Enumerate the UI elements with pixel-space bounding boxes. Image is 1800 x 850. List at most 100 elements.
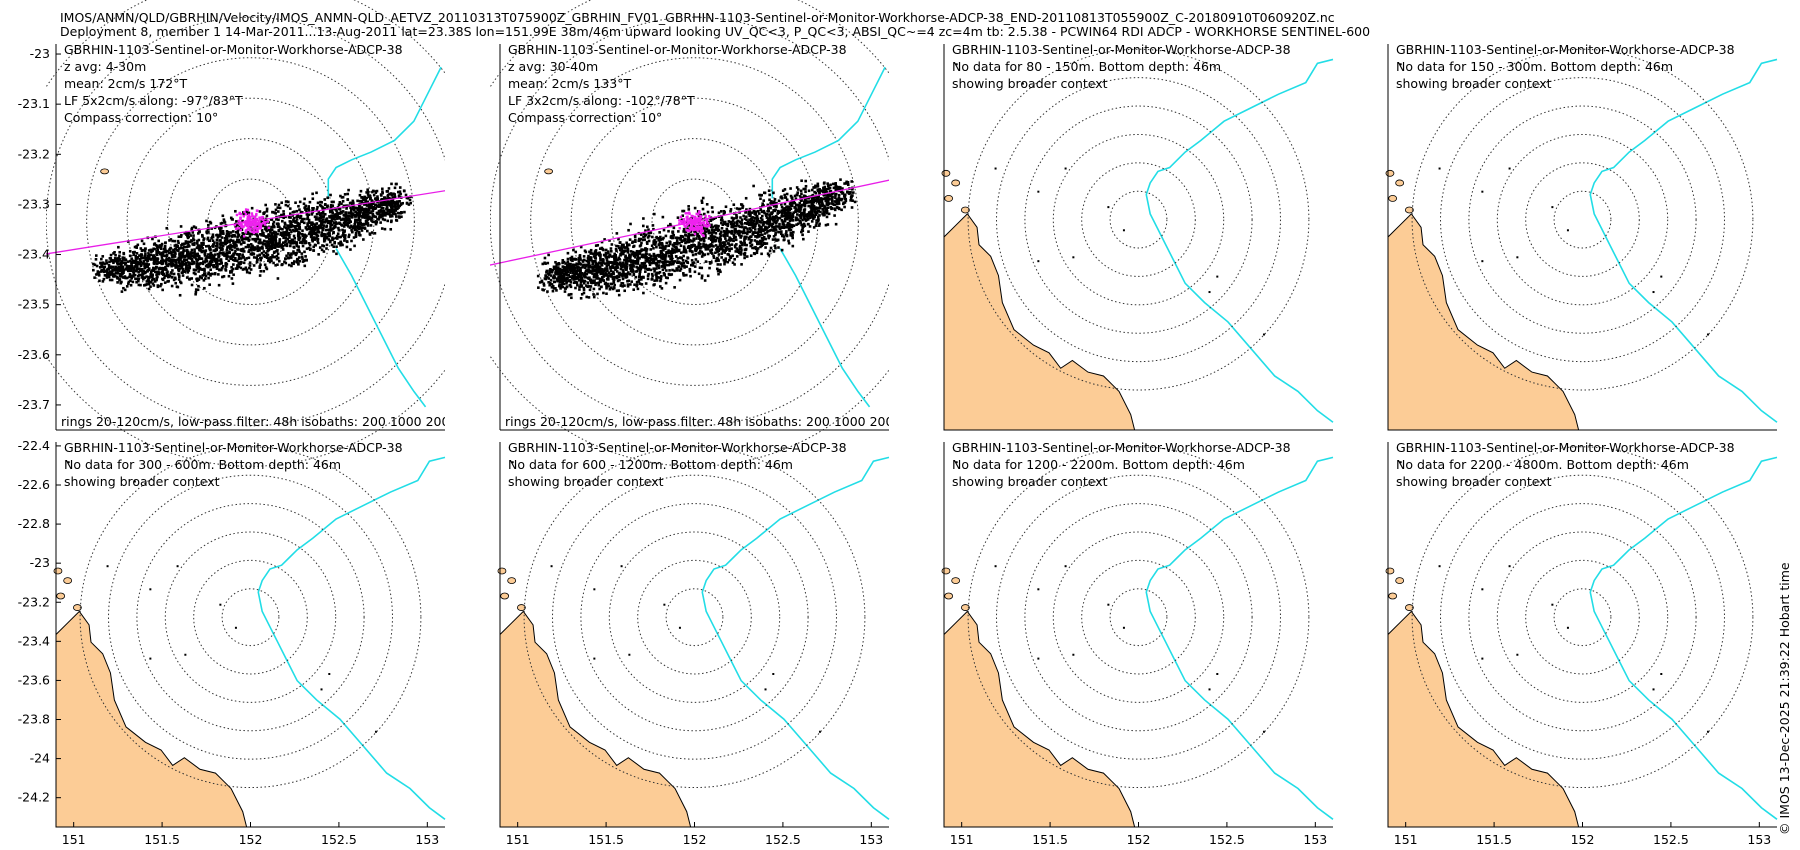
scatter-point <box>748 211 751 215</box>
scatter-point <box>741 204 745 208</box>
scatter-point <box>323 236 327 240</box>
scatter-point <box>580 272 584 275</box>
scatter-point <box>130 260 134 264</box>
scatter-point <box>755 251 759 255</box>
scatter-point <box>224 268 227 271</box>
scatter-point <box>336 211 339 215</box>
scatter-point <box>343 193 347 196</box>
scatter-point <box>311 226 315 229</box>
scatter-point <box>219 244 222 247</box>
scatter-point <box>619 267 623 271</box>
scatter-point <box>633 234 637 237</box>
scatter-point <box>178 293 182 297</box>
scatter-point <box>783 188 787 191</box>
scatter-point <box>614 268 617 271</box>
scatter-point <box>203 267 206 271</box>
scatter-point <box>203 286 206 290</box>
scatter-point <box>128 273 132 276</box>
scatter-point <box>742 230 746 233</box>
mean-point <box>249 216 252 219</box>
scatter-point <box>593 256 597 260</box>
scatter-point <box>664 256 667 260</box>
scatter-point <box>193 242 196 245</box>
scatter-point <box>122 256 126 260</box>
scatter-point <box>344 216 348 219</box>
scatter-point <box>283 221 287 225</box>
scatter-point <box>138 258 142 262</box>
scatter-point <box>637 280 641 283</box>
scatter-point <box>250 249 253 252</box>
scatter-point <box>605 264 609 268</box>
scatter-point <box>644 270 647 273</box>
scatter-point <box>134 269 138 273</box>
isobath-line <box>779 248 871 408</box>
scatter-point <box>358 218 362 222</box>
scatter-point <box>700 255 704 258</box>
scatter-point <box>717 228 721 232</box>
scatter-point <box>615 289 619 293</box>
scatter-point <box>301 239 305 243</box>
scatter-point <box>777 225 781 228</box>
scatter-point <box>283 222 287 226</box>
scatter-point <box>687 232 690 236</box>
scatter-point <box>145 280 149 283</box>
scatter-point <box>201 246 204 250</box>
scatter-point <box>835 202 839 206</box>
scatter-point <box>126 260 130 263</box>
scatter-point <box>245 209 249 213</box>
scatter-point <box>753 212 757 216</box>
scatter-point <box>800 230 803 234</box>
scatter-point <box>312 245 315 249</box>
scatter-point <box>816 209 819 213</box>
mean-point <box>251 220 255 223</box>
scatter-point <box>388 208 391 212</box>
scatter-point <box>222 219 226 223</box>
scatter-point <box>341 195 345 199</box>
scatter-point <box>297 231 301 235</box>
scatter-point <box>816 197 819 201</box>
scatter-point <box>230 265 233 269</box>
scatter-point <box>707 245 710 249</box>
scatter-point <box>789 231 793 235</box>
scatter-point <box>365 191 368 194</box>
scatter-point <box>594 244 598 247</box>
scatter-point <box>174 252 177 255</box>
scatter-point <box>311 238 314 242</box>
scatter-point <box>325 236 329 239</box>
scatter-point <box>206 237 210 241</box>
scatter-point <box>601 260 605 264</box>
scatter-point <box>319 216 323 219</box>
scatter-point <box>628 259 632 263</box>
scatter-point <box>728 249 731 253</box>
scatter-point <box>116 272 120 275</box>
scatter-point <box>780 248 784 252</box>
scatter-point <box>684 230 688 234</box>
scatter-point <box>276 225 280 229</box>
scatter-point <box>155 273 158 277</box>
scatter-point <box>645 247 649 251</box>
scatter-point <box>262 269 266 273</box>
scatter-point <box>774 208 777 212</box>
scatter-point <box>232 241 235 245</box>
scatter-point <box>252 256 256 259</box>
scatter-point <box>720 221 723 225</box>
scatter-point <box>254 240 258 243</box>
scatter-point <box>752 246 756 250</box>
scatter-point <box>837 193 841 197</box>
scatter-point <box>679 251 683 254</box>
scatter-point <box>198 245 202 249</box>
scatter-point <box>749 244 753 248</box>
scatter-point <box>234 230 238 234</box>
scatter-point <box>366 229 369 233</box>
scatter-point <box>265 246 268 250</box>
scatter-point <box>565 273 568 277</box>
scatter-point <box>772 191 775 195</box>
scatter-point <box>312 229 316 233</box>
scatter-point <box>770 224 774 228</box>
scatter-point <box>94 254 98 257</box>
scatter-point <box>292 216 296 220</box>
scatter-point <box>227 239 230 243</box>
scatter-point <box>574 257 578 261</box>
scatter-point <box>636 260 640 263</box>
scatter-point <box>753 239 757 242</box>
